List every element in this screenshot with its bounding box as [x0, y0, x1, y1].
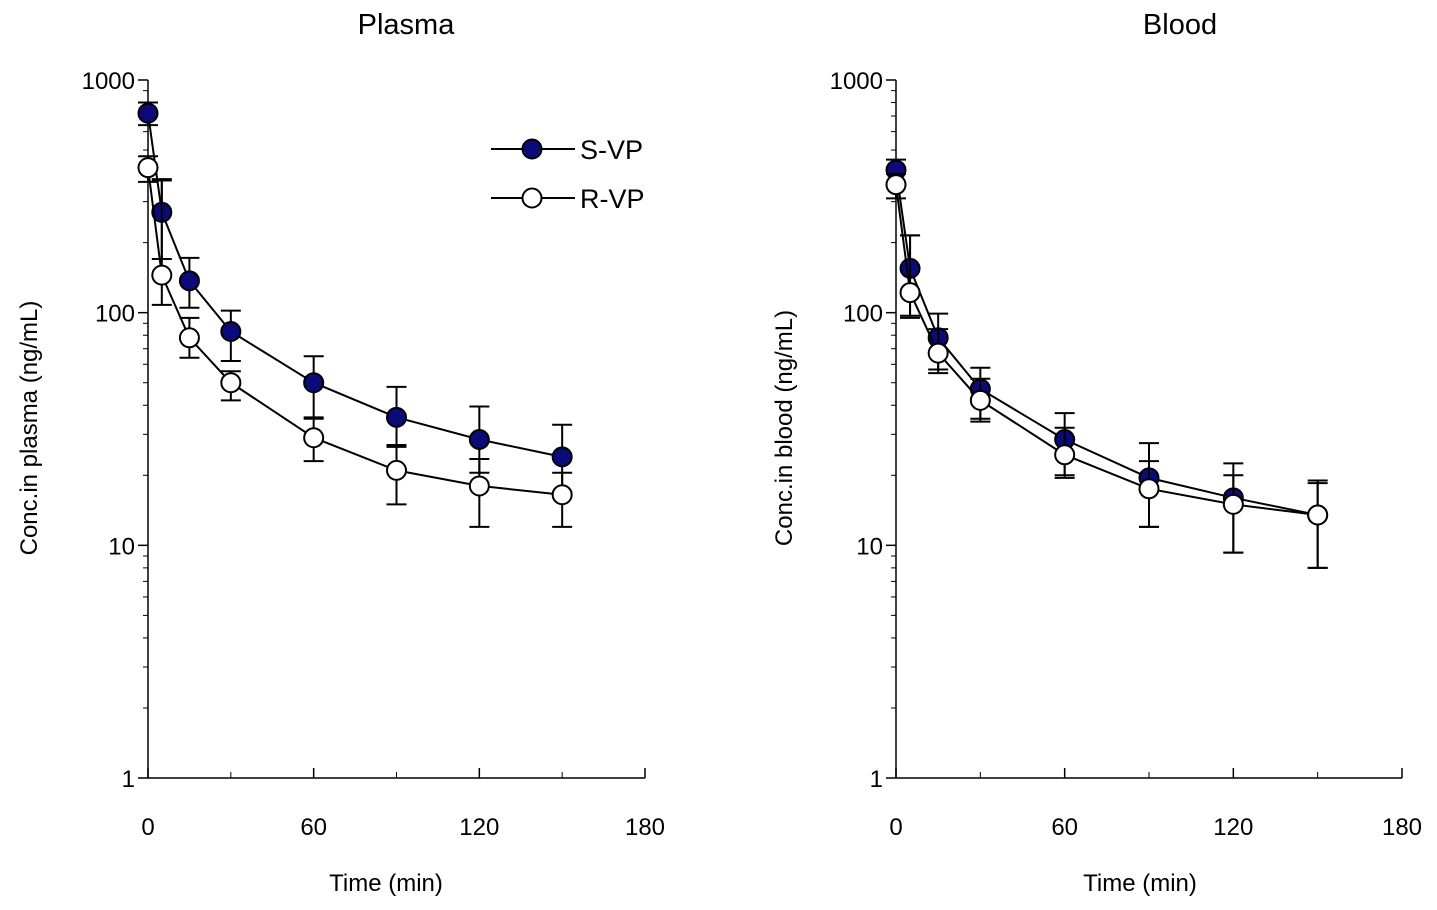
legend-marker-r-vp	[521, 187, 543, 209]
series-line	[895, 184, 1318, 516]
plot-area	[885, 158, 1329, 569]
y-tick-label: 100	[843, 301, 883, 328]
y-tick-label: 1000	[82, 68, 135, 95]
y-tick-label: 10	[856, 533, 883, 560]
axes: 1 10 100 1000 0 60 120 180	[830, 68, 1422, 841]
series-s-vp	[137, 101, 573, 493]
data-point	[1054, 444, 1076, 466]
x-tick-label: 0	[889, 814, 902, 841]
series-s-vp	[885, 158, 1329, 569]
data-point	[551, 446, 573, 468]
data-point	[137, 102, 159, 124]
data-point	[468, 429, 490, 451]
y-tick-label: 10	[108, 533, 135, 560]
legend-label-r-vp: R-VP	[580, 184, 645, 214]
y-axis-label: Conc.in plasma (ng/mL)	[16, 301, 43, 556]
data-point	[1307, 504, 1329, 526]
data-point	[178, 270, 200, 292]
x-axis-label: Time (min)	[1083, 870, 1197, 897]
x-tick-label: 120	[459, 814, 499, 841]
x-tick-label: 180	[1382, 814, 1422, 841]
y-tick-label: 100	[95, 301, 135, 328]
data-point	[137, 157, 159, 179]
x-tick-label: 60	[1051, 814, 1078, 841]
data-point	[927, 342, 949, 364]
legend-marker-s-vp	[521, 138, 543, 160]
x-tick-label: 60	[300, 814, 327, 841]
legend-label-s-vp: S-VP	[580, 135, 643, 165]
series-line	[147, 167, 563, 496]
data-point	[899, 282, 921, 304]
data-point	[468, 475, 490, 497]
legend: S-VP R-VP	[491, 135, 645, 214]
chart-title: Blood	[1143, 9, 1217, 41]
y-tick-label: 1	[870, 766, 883, 793]
series-line	[147, 113, 563, 458]
series-r-vp	[137, 155, 573, 528]
axes: 1 10 100 1000 0 60 120 180	[82, 68, 665, 841]
data-point	[303, 427, 325, 449]
data-point	[151, 264, 173, 286]
plot-area	[137, 101, 573, 528]
y-axis-label: Conc.in blood (ng/mL)	[771, 310, 798, 546]
x-tick-label: 180	[625, 814, 665, 841]
data-point	[303, 372, 325, 394]
data-point	[551, 484, 573, 506]
data-point	[386, 459, 407, 481]
y-tick-label: 1000	[830, 68, 883, 95]
data-point	[1222, 493, 1244, 515]
x-tick-label: 0	[141, 814, 154, 841]
data-point	[220, 320, 242, 342]
data-point	[885, 174, 907, 196]
data-point	[220, 372, 242, 394]
panel-blood: Blood Conc.in blood (ng/mL) Time (min) 1…	[771, 9, 1422, 897]
series-r-vp	[885, 172, 1329, 569]
data-point	[1138, 478, 1160, 500]
data-point	[969, 389, 991, 411]
data-point	[386, 406, 407, 428]
panel-plasma: Plasma Conc.in plasma (ng/mL) Time (min)…	[16, 9, 665, 897]
x-tick-label: 120	[1213, 814, 1253, 841]
y-tick-label: 1	[122, 766, 135, 793]
chart-title: Plasma	[358, 9, 456, 41]
data-point	[178, 327, 200, 349]
series-line	[895, 169, 1318, 516]
x-axis-label: Time (min)	[329, 870, 443, 897]
